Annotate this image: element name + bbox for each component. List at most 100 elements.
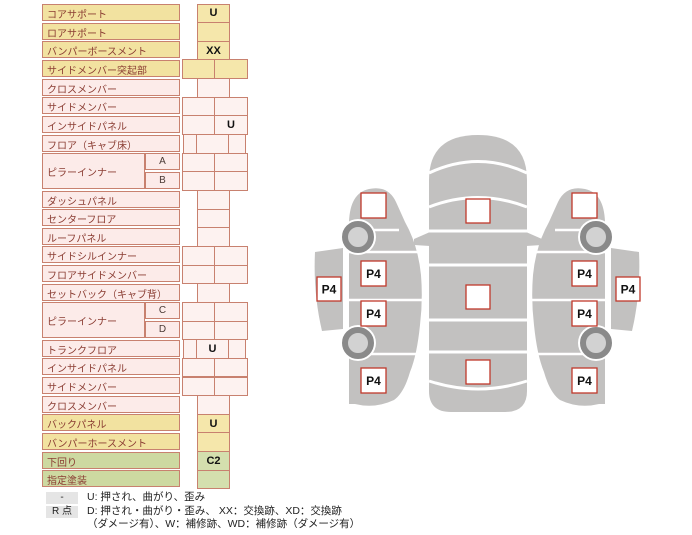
damage-cell[interactable]: [214, 171, 248, 191]
row-label: バンパーボースメント: [42, 41, 180, 59]
legend: - U: 押され、曲がり、歪み R 点 D: 押され・曲がり・歪み、 XX：交換…: [46, 491, 360, 532]
legend-row-rpoint: R 点 D: 押され・曲がり・歪み、 XX：交換跡、XD：交換跡 （ダメージ有）…: [46, 505, 360, 531]
marker-left-quarter-label: P4: [366, 374, 381, 388]
row-label: ルーフパネル: [42, 227, 180, 245]
damage-cell[interactable]: [197, 395, 230, 415]
row-label: フロアサイドメンバー: [42, 265, 180, 283]
marker-right-sill[interactable]: [615, 276, 641, 302]
legend-text-line2: （ダメージ有）、W：補修跡、WD：補修跡（ダメージ有）: [87, 518, 361, 530]
row-label: フロア（キャブ床）: [42, 134, 180, 152]
damage-cell[interactable]: [182, 115, 215, 136]
row-label: バックパネル: [42, 414, 180, 432]
car-side-view-left: [314, 188, 422, 406]
damage-cell[interactable]: [197, 283, 230, 303]
marker-right-rear-door-label: P4: [577, 307, 592, 321]
damage-cell[interactable]: [182, 301, 215, 322]
marker-center-roof[interactable]: [465, 284, 491, 310]
row-label: バンパーホースメント: [42, 432, 180, 450]
damage-cell[interactable]: [197, 432, 230, 453]
row-label: 下回り: [42, 451, 180, 469]
damage-cell[interactable]: [214, 152, 248, 173]
damage-cell[interactable]: [183, 339, 197, 359]
row-sublabel: D: [145, 321, 180, 339]
damage-cell[interactable]: [197, 208, 230, 229]
damage-cell[interactable]: [182, 59, 215, 80]
row-label: インサイドパネル: [42, 115, 180, 133]
damage-cell[interactable]: [214, 264, 248, 285]
rear-wheel-icon: [340, 325, 376, 361]
marker-right-quarter[interactable]: [571, 367, 598, 394]
row-sublabel: B: [145, 171, 180, 189]
damage-cell[interactable]: [182, 96, 215, 117]
damage-cell[interactable]: [228, 134, 246, 154]
damage-cell[interactable]: [214, 245, 248, 266]
row-label: センターフロア: [42, 209, 180, 227]
row-label: サイドメンバー突起部: [42, 59, 180, 77]
damage-cell[interactable]: [183, 134, 197, 154]
damage-cell[interactable]: [182, 376, 215, 397]
damage-cell[interactable]: [196, 134, 229, 154]
damage-cell[interactable]: [214, 320, 248, 341]
marker-right-front-door[interactable]: [571, 260, 598, 287]
row-label: ダッシュパネル: [42, 190, 180, 208]
damage-cell[interactable]: C2: [197, 451, 230, 471]
marker-left-front-door-label: P4: [366, 267, 381, 281]
legend-badge-rpoint: R 点: [46, 506, 78, 518]
legend-row-u: - U: 押され、曲がり、歪み: [46, 491, 360, 504]
damage-cell[interactable]: [214, 376, 248, 397]
damage-cell[interactable]: U: [197, 413, 230, 434]
right-mirror-icon: [526, 232, 542, 246]
marker-right-front-door-label: P4: [577, 267, 592, 281]
row-label: 指定塗装: [42, 470, 180, 488]
row-label: コアサポート: [42, 4, 180, 21]
damage-cell[interactable]: [182, 264, 215, 285]
front-wheel-icon: [340, 219, 376, 255]
marker-right-rear-door[interactable]: [571, 300, 598, 327]
damage-cell[interactable]: U: [197, 3, 230, 24]
legend-text-rpoint: D: 押され・曲がり・歪み、 XX：交換跡、XD：交換跡 （ダメージ有）、W：補…: [87, 505, 360, 531]
damage-cell[interactable]: [182, 152, 215, 173]
damage-table: コアサポート U ロアサポート バンパーボースメント XX サイドメンバー突起部 クロスメン…: [42, 3, 254, 494]
row-label: クロスメンバー: [42, 78, 180, 96]
damage-cell[interactable]: [197, 227, 230, 247]
car-top-body: [429, 135, 527, 412]
damage-cell[interactable]: [182, 357, 215, 378]
damage-cell[interactable]: [182, 320, 215, 341]
damage-cell[interactable]: [228, 339, 246, 359]
legend-badge-dash: -: [46, 492, 78, 504]
damage-cell[interactable]: [214, 59, 248, 80]
damage-cell[interactable]: [182, 245, 215, 266]
marker-center-windshield[interactable]: [465, 198, 491, 224]
legend-text-u: U: 押され、曲がり、歪み: [87, 491, 206, 503]
row-label: インサイドパネル: [42, 358, 180, 376]
marker-left-front[interactable]: [360, 192, 387, 219]
marker-left-sill[interactable]: [316, 276, 342, 302]
damage-cell[interactable]: U: [196, 339, 229, 359]
row-label: トランクフロア: [42, 339, 180, 357]
marker-left-rear-door[interactable]: [360, 300, 387, 327]
marker-right-front[interactable]: [571, 192, 598, 219]
row-label: ロアサポート: [42, 22, 180, 40]
damage-markers: P4 P4 P4 P4 P4 P4 P4 P4: [316, 192, 641, 394]
marker-left-front-door[interactable]: [360, 260, 387, 287]
damage-cell[interactable]: [214, 96, 248, 117]
marker-left-sill-label: P4: [322, 283, 337, 297]
marker-center-trunk[interactable]: [465, 359, 491, 385]
row-label: ピラーインナー: [42, 302, 145, 339]
row-sublabel: C: [145, 302, 180, 320]
damage-cell[interactable]: [197, 190, 230, 210]
damage-cell[interactable]: [197, 469, 230, 490]
row-label: クロスメンバー: [42, 395, 180, 413]
marker-left-rear-door-label: P4: [366, 307, 381, 321]
damage-cell[interactable]: XX: [197, 40, 230, 61]
damage-cell[interactable]: [214, 301, 248, 322]
damage-cell[interactable]: [197, 22, 230, 42]
marker-right-quarter-label: P4: [577, 374, 592, 388]
left-mirror-icon: [414, 232, 430, 246]
marker-left-quarter[interactable]: [360, 367, 387, 394]
damage-cell[interactable]: [182, 171, 215, 191]
damage-cell[interactable]: U: [214, 115, 248, 136]
damage-cell[interactable]: [197, 78, 230, 98]
damage-cell[interactable]: [214, 357, 248, 378]
